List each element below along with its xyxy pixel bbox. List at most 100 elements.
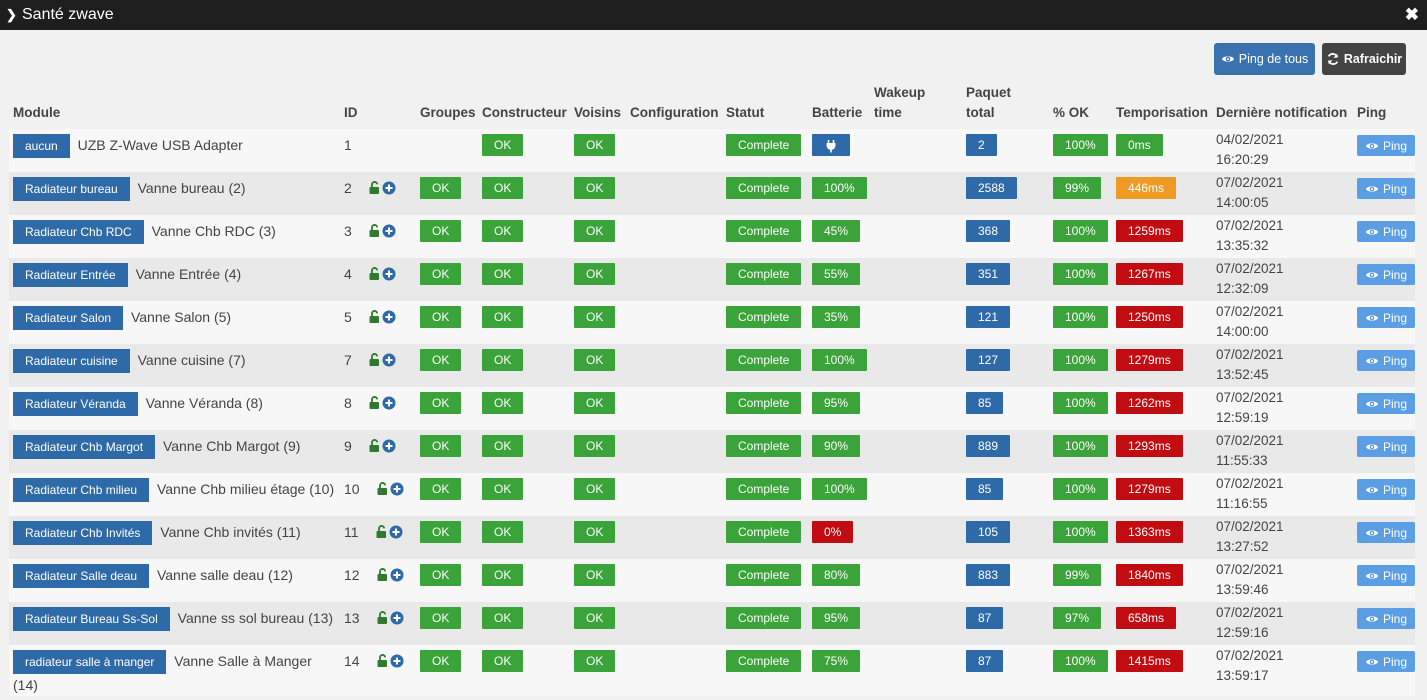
ping-button[interactable]: Ping	[1357, 479, 1416, 500]
module-name[interactable]: Vanne Salon (5)	[130, 309, 232, 325]
ping-button[interactable]: Ping	[1357, 393, 1416, 414]
plus-circle-icon[interactable]	[382, 439, 396, 453]
packets-badge: 87	[966, 650, 1004, 672]
module-name[interactable]: Vanne Chb Margot (9)	[162, 438, 301, 454]
refresh-button[interactable]: Rafraichir	[1322, 43, 1406, 75]
configuration-cell	[626, 473, 722, 516]
lock-open-icon	[377, 568, 387, 582]
ping-button[interactable]: Ping	[1357, 178, 1416, 199]
status-badge: Complete	[726, 392, 802, 414]
col-ping: Ping	[1357, 105, 1387, 120]
object-badge[interactable]: Radiateur Entrée	[13, 263, 128, 287]
module-name[interactable]: Vanne Entrée (4)	[135, 266, 242, 282]
node-actions	[376, 480, 404, 496]
ping-button[interactable]: Ping	[1357, 608, 1416, 629]
ping-label: Ping	[1383, 439, 1408, 454]
col-id: ID	[344, 105, 358, 120]
object-badge[interactable]: Radiateur Chb Margot	[13, 435, 156, 459]
ping-cell: Ping	[1353, 645, 1416, 696]
ping-button[interactable]: Ping	[1357, 350, 1416, 371]
plus-circle-icon[interactable]	[390, 482, 404, 496]
neighbors-badge: OK	[574, 392, 616, 414]
lock-open-icon	[369, 439, 379, 453]
last-notification-cell: 07/02/2021 13:59:17	[1212, 645, 1353, 696]
ping-button[interactable]: Ping	[1357, 565, 1416, 586]
plus-circle-icon[interactable]	[390, 654, 404, 668]
node-actions	[368, 351, 396, 367]
module-name[interactable]: Vanne Chb invités (11)	[160, 524, 301, 540]
ping-button[interactable]: Ping	[1357, 307, 1416, 328]
ok-percent-badge: 100%	[1053, 650, 1108, 672]
object-badge[interactable]: Radiateur cuisine	[13, 349, 130, 373]
packets-cell: 127	[962, 344, 1049, 387]
object-badge[interactable]: Radiateur Salon	[13, 306, 124, 330]
module-name[interactable]: Vanne salle deau (12)	[156, 567, 293, 583]
module-name[interactable]: UZB Z-Wave USB Adapter	[77, 137, 243, 153]
module-name[interactable]: Vanne Chb milieu étage (10)	[156, 481, 335, 497]
col-neighbors: Voisins	[574, 105, 622, 120]
object-badge[interactable]: Radiateur Chb milieu	[13, 478, 150, 502]
ping-all-button[interactable]: Ping de tous	[1214, 43, 1315, 75]
module-name[interactable]: Vanne Salle à Manger (14)	[13, 653, 312, 693]
ok-percent-badge: 100%	[1053, 306, 1108, 328]
neighbors-badge: OK	[574, 521, 616, 543]
object-badge[interactable]: Radiateur Bureau Ss-Sol	[13, 607, 170, 631]
node-actions	[368, 437, 396, 453]
ping-button[interactable]: Ping	[1357, 436, 1416, 457]
plus-circle-icon[interactable]	[390, 568, 404, 582]
notification-date: 07/02/2021	[1216, 648, 1284, 663]
id-cell: 10	[340, 473, 416, 516]
battery-badge: 80%	[812, 564, 861, 586]
ping-button[interactable]: Ping	[1357, 135, 1416, 156]
status-cell: Complete	[722, 344, 808, 387]
ok-percent-cell: 100%	[1049, 430, 1112, 473]
ping-button[interactable]: Ping	[1357, 522, 1416, 543]
timing-cell: 1250ms	[1112, 301, 1212, 344]
object-badge[interactable]: Radiateur Chb RDC	[13, 220, 144, 244]
manufacturer-badge: OK	[482, 392, 524, 414]
object-badge[interactable]: Radiateur bureau	[13, 177, 130, 201]
battery-cell: 55%	[808, 258, 870, 301]
ping-button[interactable]: Ping	[1357, 221, 1416, 242]
plus-circle-icon[interactable]	[382, 353, 396, 367]
plus-circle-icon[interactable]	[382, 396, 396, 410]
timing-badge: 658ms	[1116, 607, 1177, 629]
module-name[interactable]: Vanne Chb RDC (3)	[151, 223, 276, 239]
groups-cell	[416, 129, 478, 172]
ping-label: Ping	[1383, 611, 1408, 626]
plus-circle-icon[interactable]	[390, 611, 404, 625]
packets-cell: 85	[962, 473, 1049, 516]
id-cell: 8	[340, 387, 416, 430]
ping-label: Ping	[1383, 654, 1408, 669]
plus-circle-icon[interactable]	[382, 224, 396, 238]
ping-cell: Ping	[1353, 258, 1416, 301]
lock-open-icon	[369, 353, 379, 367]
object-badge[interactable]: Radiateur Véranda	[13, 392, 138, 416]
node-actions	[375, 523, 403, 539]
plus-circle-icon[interactable]	[382, 181, 396, 195]
notification-date: 07/02/2021	[1216, 476, 1284, 491]
neighbors-cell: OK	[570, 473, 626, 516]
lock-open-icon	[376, 525, 386, 539]
plus-circle-icon[interactable]	[382, 267, 396, 281]
node-id: 14	[344, 653, 360, 669]
object-badge[interactable]: aucun	[13, 134, 70, 158]
neighbors-badge: OK	[574, 134, 616, 156]
object-badge[interactable]: Radiateur Salle deau	[13, 564, 150, 588]
module-name[interactable]: Vanne ss sol bureau (13)	[177, 610, 334, 626]
notification-time: 13:52:45	[1216, 367, 1269, 382]
module-name[interactable]: Vanne Véranda (8)	[145, 395, 263, 411]
ping-button[interactable]: Ping	[1357, 264, 1416, 285]
groups-badge: OK	[420, 650, 462, 672]
object-badge[interactable]: Radiateur Chb Invités	[13, 521, 153, 545]
ping-button[interactable]: Ping	[1357, 651, 1416, 672]
close-icon[interactable]: ✖	[1404, 5, 1419, 24]
plus-circle-icon[interactable]	[382, 310, 396, 324]
object-badge[interactable]: radiateur salle à manger	[13, 650, 167, 674]
module-name[interactable]: Vanne cuisine (7)	[137, 352, 246, 368]
battery-badge: 90%	[812, 435, 861, 457]
chevron-right-icon[interactable]: ❯	[6, 7, 17, 22]
plus-circle-icon[interactable]	[389, 525, 403, 539]
ping-cell: Ping	[1353, 301, 1416, 344]
module-name[interactable]: Vanne bureau (2)	[137, 180, 246, 196]
